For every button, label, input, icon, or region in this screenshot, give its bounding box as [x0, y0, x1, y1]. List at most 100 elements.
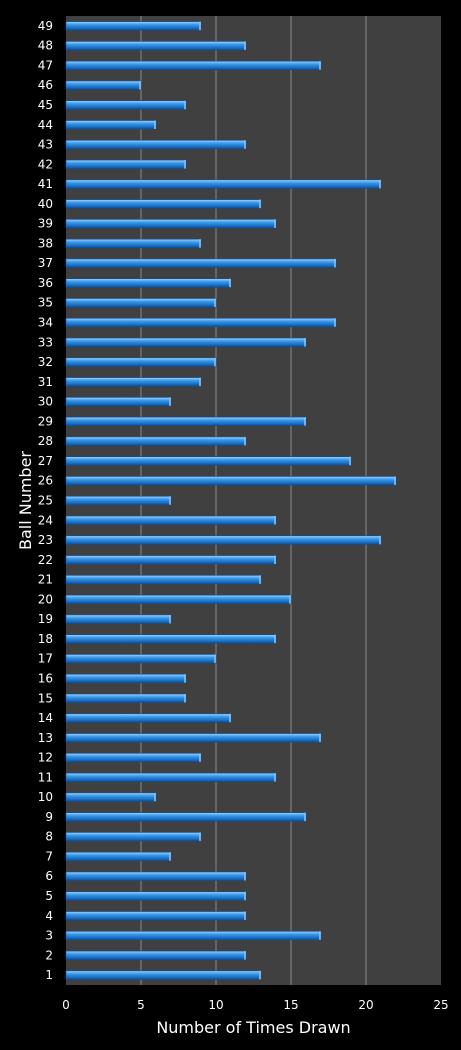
- x-axis-title: Number of Times Drawn: [156, 1018, 350, 1037]
- y-tick-label: 1: [45, 968, 53, 982]
- bar: [65, 832, 202, 842]
- bar: [65, 456, 352, 466]
- y-tick-label: 27: [38, 454, 53, 468]
- bar: [65, 219, 277, 229]
- y-tick-label: 25: [38, 494, 53, 508]
- bar: [65, 298, 217, 308]
- y-tick-label: 6: [45, 869, 53, 883]
- bar: [65, 100, 187, 110]
- y-tick-label: 3: [45, 929, 53, 943]
- y-tick-label: 23: [38, 533, 53, 547]
- bar: [65, 654, 217, 664]
- y-tick-label: 16: [38, 671, 53, 685]
- bar: [65, 555, 277, 565]
- bar: [65, 357, 217, 367]
- y-tick-label: 40: [38, 197, 53, 211]
- y-tick-label: 36: [38, 276, 53, 290]
- bar: [65, 258, 337, 268]
- y-tick-label: 33: [38, 335, 53, 349]
- grid-lines: [140, 16, 367, 985]
- y-tick-label: 37: [38, 256, 53, 270]
- bar: [65, 238, 202, 248]
- y-tick-label: 30: [38, 395, 53, 409]
- bar: [65, 278, 232, 288]
- bar: [65, 871, 247, 881]
- x-tick-labels: 0 5 10 15 20 25: [62, 998, 448, 1012]
- bar: [65, 476, 397, 486]
- bar: [65, 416, 307, 426]
- bar: [65, 713, 232, 723]
- bar: [65, 21, 202, 31]
- y-axis-title: Ball Number: [16, 451, 35, 550]
- y-tick-label: 13: [38, 731, 53, 745]
- y-tick-label: 28: [38, 434, 53, 448]
- bar: [65, 931, 322, 941]
- bar: [65, 772, 277, 782]
- y-tick-label: 49: [38, 19, 53, 33]
- y-tick-label: 31: [38, 375, 53, 389]
- y-tick-label: 47: [38, 58, 53, 72]
- y-tick-label: 34: [38, 316, 53, 330]
- bar: [65, 436, 247, 446]
- bar: [65, 397, 172, 407]
- y-tick-label: 41: [38, 177, 53, 191]
- bar: [65, 911, 247, 921]
- y-tick-label: 48: [38, 39, 53, 53]
- bar: [65, 634, 277, 644]
- y-tick-label: 8: [45, 830, 53, 844]
- bars: [65, 21, 397, 980]
- y-tick-label: 7: [45, 849, 53, 863]
- y-tick-label: 45: [38, 98, 53, 112]
- x-tick-label: 20: [358, 998, 373, 1012]
- bar: [65, 179, 382, 189]
- bar: [65, 792, 157, 802]
- y-tick-label: 29: [38, 414, 53, 428]
- bar: [65, 317, 337, 328]
- y-tick-label: 17: [38, 652, 53, 666]
- y-tick-label: 15: [38, 691, 53, 705]
- y-tick-label: 26: [38, 474, 53, 488]
- bar: [65, 812, 307, 822]
- bar: [65, 614, 172, 624]
- x-tick-label: 5: [137, 998, 145, 1012]
- y-tick-label: 19: [38, 612, 53, 626]
- x-tick-label: 25: [433, 998, 448, 1012]
- y-tick-label: 22: [38, 553, 53, 567]
- x-tick-label: 10: [208, 998, 223, 1012]
- bar: [65, 377, 202, 387]
- bar: [65, 891, 247, 901]
- y-tick-label: 14: [38, 711, 53, 725]
- bar: [65, 120, 157, 130]
- y-tick-label: 12: [38, 751, 53, 765]
- y-tick-label: 24: [38, 513, 53, 527]
- y-tick-label: 2: [45, 948, 53, 962]
- bar: [65, 575, 262, 585]
- bar: [65, 693, 187, 703]
- y-tick-label: 44: [38, 118, 53, 132]
- y-tick-label: 4: [45, 909, 53, 923]
- bar: [65, 950, 247, 960]
- y-tick-label: 32: [38, 355, 53, 369]
- y-tick-label: 46: [38, 78, 53, 92]
- bar: [65, 495, 172, 506]
- x-tick-label: 15: [283, 998, 298, 1012]
- bar: [65, 41, 247, 51]
- y-tick-label: 18: [38, 632, 53, 646]
- bar: [65, 515, 277, 525]
- bar: [65, 673, 187, 684]
- bar: [65, 733, 322, 743]
- y-tick-label: 20: [38, 592, 53, 606]
- y-tick-label: 9: [45, 810, 53, 824]
- y-tick-label: 21: [38, 573, 53, 587]
- bar: [65, 594, 292, 604]
- x-tick-label: 0: [62, 998, 70, 1012]
- y-tick-label: 38: [38, 236, 53, 250]
- y-tick-label: 39: [38, 217, 53, 231]
- bar: [65, 60, 322, 70]
- y-tick-label: 11: [38, 770, 53, 784]
- bar: [65, 851, 172, 862]
- bar: [65, 535, 382, 545]
- bar: [65, 80, 142, 90]
- bar: [65, 970, 262, 980]
